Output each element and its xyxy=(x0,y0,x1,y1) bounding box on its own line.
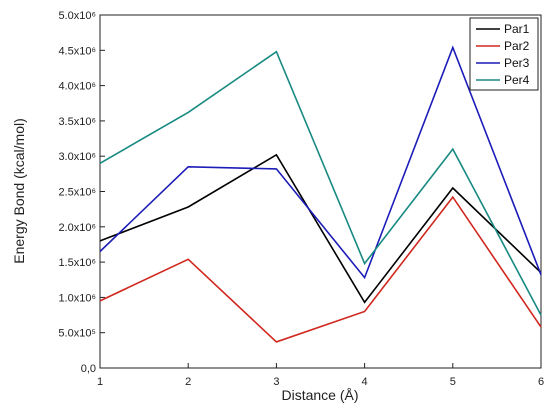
y-tick-label: 0,0 xyxy=(81,363,96,375)
x-tick-label: 4 xyxy=(362,376,368,388)
x-tick-label: 3 xyxy=(273,376,279,388)
legend-label-per4: Per4 xyxy=(504,73,530,87)
series-line-par2 xyxy=(99,195,542,343)
legend-label-per3: Per3 xyxy=(504,56,530,70)
x-tick-label: 5 xyxy=(450,376,456,388)
y-tick-label: 5.0x10⁶ xyxy=(58,10,96,22)
y-tick-label: 4.0x10⁶ xyxy=(58,81,96,93)
legend-label-par2: Par2 xyxy=(504,39,530,53)
y-tick-label: 4.5x10⁶ xyxy=(58,45,96,57)
y-tick-label: 2.0x10⁶ xyxy=(58,222,96,234)
series-line-per4 xyxy=(99,50,542,316)
y-axis: 0,0 5.0x10⁵ 1.0x10⁶ 1.5x10⁶ 2.0x10⁶ 2.5x10⁶ 3.… xyxy=(58,10,105,375)
y-tick-label: 1.5x10⁶ xyxy=(58,257,96,269)
series-lines xyxy=(99,45,542,343)
y-tick-label: 5.0x10⁵ xyxy=(58,328,96,340)
y-axis-title: Energy Bond (kcal/mol) xyxy=(11,118,27,264)
series-line-par1 xyxy=(99,153,542,304)
legend: Par1 Par2 Per3 Per4 xyxy=(469,17,539,91)
series-line-per3 xyxy=(99,45,542,280)
y-tick-label: 3.0x10⁶ xyxy=(58,151,96,163)
x-axis-title: Distance (Å) xyxy=(281,387,358,403)
x-tick-label: 1 xyxy=(97,376,103,388)
legend-label-par1: Par1 xyxy=(504,22,530,36)
y-tick-label: 2.5x10⁶ xyxy=(58,187,96,199)
x-tick-label: 2 xyxy=(185,376,191,388)
legend-box xyxy=(469,17,539,91)
x-axis: 1 2 3 4 5 6 xyxy=(97,363,544,388)
y-tick-label: 3.5x10⁶ xyxy=(58,116,96,128)
y-tick-label: 1.0x10⁶ xyxy=(58,292,96,304)
x-tick-label: 6 xyxy=(538,376,544,388)
